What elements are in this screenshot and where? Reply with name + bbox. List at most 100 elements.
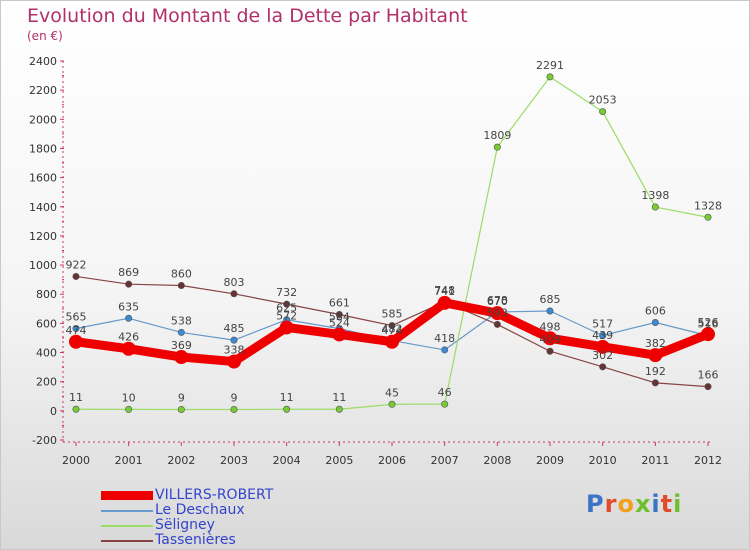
data-point — [174, 350, 189, 365]
data-label: 2053 — [589, 94, 617, 107]
data-label: 166 — [698, 369, 719, 382]
data-point — [332, 327, 347, 342]
data-point — [121, 341, 136, 356]
data-point — [651, 319, 659, 327]
data-point — [493, 320, 501, 328]
data-label: 748 — [434, 284, 455, 297]
data-label: 732 — [276, 286, 297, 299]
data-label: 572 — [276, 309, 297, 322]
data-point — [227, 354, 241, 369]
x-tick-label: 2008 — [483, 454, 511, 467]
data-label: 526 — [698, 316, 719, 329]
data-label: 418 — [434, 332, 455, 345]
data-point — [230, 336, 238, 344]
data-point — [701, 327, 715, 342]
data-label: 382 — [645, 337, 666, 350]
data-label: 922 — [66, 258, 87, 271]
y-tick-label: 2400 — [29, 55, 57, 68]
data-label: 635 — [118, 300, 139, 313]
data-label: 11 — [280, 391, 294, 404]
data-label: 474 — [382, 324, 403, 337]
data-label: 46 — [438, 386, 452, 399]
x-tick-label: 2000 — [62, 454, 90, 467]
data-point — [388, 400, 396, 408]
data-label: 10 — [122, 391, 136, 404]
data-point — [125, 280, 133, 288]
data-point — [704, 383, 712, 391]
data-point — [72, 405, 80, 413]
legend-swatch — [101, 540, 153, 542]
x-tick-label: 2001 — [115, 454, 143, 467]
data-point — [599, 108, 607, 116]
chart-title: Evolution du Montant de la Dette par Hab… — [27, 5, 468, 27]
data-point — [72, 272, 80, 280]
y-tick-label: 0 — [50, 405, 57, 418]
data-label: 369 — [171, 339, 192, 352]
y-tick-label: 1200 — [29, 230, 57, 243]
data-point — [125, 405, 133, 413]
y-tick-label: -200 — [32, 434, 57, 447]
data-point — [704, 213, 712, 221]
data-point — [648, 348, 663, 363]
legend-label: VILLERS-ROBERT — [155, 487, 274, 503]
data-label: 439 — [592, 329, 613, 342]
data-point — [69, 334, 83, 349]
legend-swatch — [101, 525, 153, 527]
data-label: 661 — [329, 296, 350, 309]
data-point — [385, 334, 399, 349]
logo-letter: i — [673, 490, 683, 518]
data-point — [546, 307, 554, 315]
data-label: 9 — [231, 392, 238, 405]
chart-unit: (en €) — [27, 29, 63, 43]
x-tick-label: 2012 — [694, 454, 722, 467]
x-tick-label: 2010 — [589, 454, 617, 467]
data-label: 585 — [382, 308, 403, 321]
y-tick-label: 1400 — [29, 201, 57, 214]
data-label: 338 — [224, 344, 245, 357]
y-tick-label: 800 — [36, 288, 57, 301]
data-point — [599, 363, 607, 371]
y-tick-label: 2200 — [29, 84, 57, 97]
x-tick-label: 2005 — [325, 454, 353, 467]
data-label: 860 — [171, 267, 192, 280]
logo-letter: i — [651, 490, 661, 518]
data-point — [335, 405, 343, 413]
data-label: 538 — [171, 314, 192, 327]
y-tick-label: 1600 — [29, 172, 57, 185]
data-label: 9 — [178, 392, 185, 405]
data-point — [441, 346, 449, 354]
data-point — [283, 405, 291, 413]
legend-label: Le Deschaux — [155, 502, 245, 518]
data-label: 498 — [540, 320, 561, 333]
data-label: 869 — [118, 266, 139, 279]
data-point — [335, 310, 343, 318]
data-point — [595, 339, 610, 354]
x-tick-label: 2011 — [641, 454, 669, 467]
data-point — [493, 143, 501, 151]
x-tick-label: 2002 — [167, 454, 195, 467]
data-label: 409 — [540, 333, 561, 346]
data-label: 517 — [592, 317, 613, 330]
logo-letter: r — [604, 490, 618, 518]
data-label: 302 — [592, 349, 613, 362]
y-tick-label: 1800 — [29, 142, 57, 155]
data-label: 474 — [66, 324, 87, 337]
data-label: 1328 — [694, 199, 722, 212]
x-tick-label: 2006 — [378, 454, 406, 467]
data-label: 678 — [487, 294, 508, 307]
legend-swatch — [101, 510, 153, 512]
data-label: 564 — [329, 311, 350, 324]
data-point — [651, 203, 659, 211]
x-tick-label: 2003 — [220, 454, 248, 467]
data-label: 2291 — [536, 59, 564, 72]
data-point — [279, 320, 294, 335]
data-label: 685 — [540, 293, 561, 306]
data-label: 565 — [66, 310, 87, 323]
data-label: 426 — [118, 331, 139, 344]
data-point — [177, 406, 185, 414]
y-tick-label: 2000 — [29, 113, 57, 126]
logo-letter: P — [586, 490, 605, 518]
data-point — [546, 347, 554, 355]
data-point — [651, 379, 659, 387]
